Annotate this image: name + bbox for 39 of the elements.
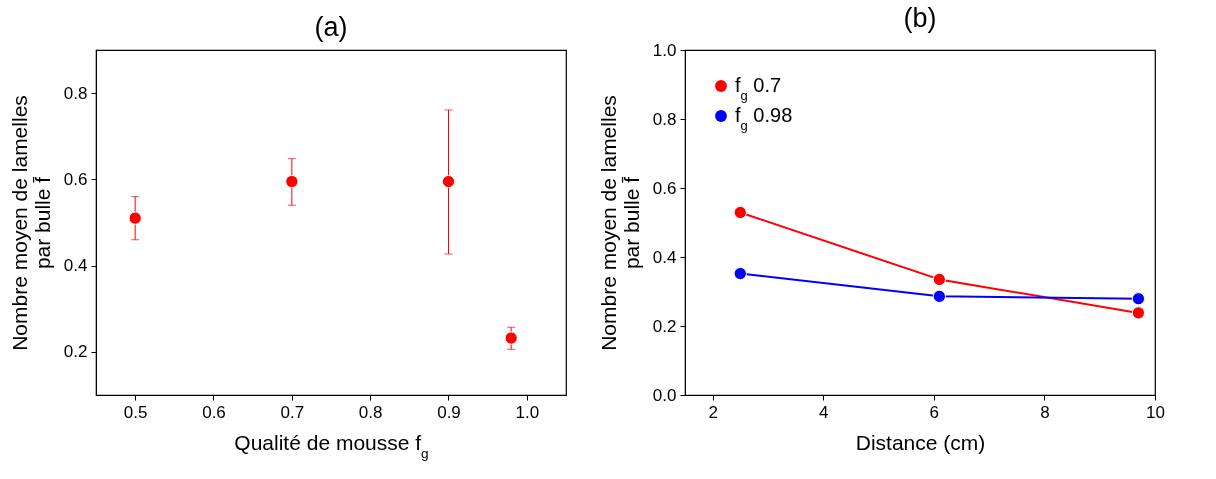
y-tick-label: 0.4 xyxy=(63,256,88,276)
point xyxy=(932,289,946,303)
point xyxy=(932,272,946,287)
y-axis-title: Nombre moyen de lamelles par bulle f̄ xyxy=(7,95,54,351)
y-tick-label: 1.0 xyxy=(652,40,677,60)
point xyxy=(441,174,456,189)
x-tick-label: 6 xyxy=(929,402,940,422)
y-tick-label: 0.0 xyxy=(652,385,677,405)
point xyxy=(733,266,747,281)
x-axis-title: Qualité de mousse f$_{g}$ xyxy=(234,430,429,460)
point xyxy=(504,331,518,345)
y-tick-label: 0.2 xyxy=(652,316,677,336)
x-axis-title: Distance (cm) xyxy=(855,430,986,454)
x-tick-label: 0.9 xyxy=(437,402,461,422)
x-tick-label: 0.5 xyxy=(123,402,148,422)
x-tick-label: 0.8 xyxy=(358,402,383,422)
chart-title: (b) xyxy=(903,3,937,33)
y-tick-label: 0.8 xyxy=(63,83,88,103)
point xyxy=(1131,306,1146,320)
y-tick-label: 0.8 xyxy=(652,109,677,129)
x-tick-label: 4 xyxy=(819,402,829,422)
point xyxy=(1131,292,1146,306)
x-tick-label: 10 xyxy=(1146,402,1165,422)
legend-label: f$_{g}$ 0.98 xyxy=(735,104,793,133)
x-tick-label: 1.0 xyxy=(515,402,540,422)
x-tick-label: 0.6 xyxy=(202,402,226,422)
x-tick-label: 2 xyxy=(708,402,718,422)
x-tick-label: 8 xyxy=(1040,402,1050,422)
point xyxy=(128,211,142,225)
y-tick-label: 0.6 xyxy=(652,178,677,198)
legend-label: f$_{g}$ 0.7 xyxy=(735,74,782,103)
y-tick-label: 0.4 xyxy=(652,247,677,267)
y-axis-title: Nombre moyen de lamelles par bulle f̄ xyxy=(596,95,643,351)
point xyxy=(733,205,747,220)
y-tick-label: 0.6 xyxy=(63,169,88,189)
x-tick-label: 0.7 xyxy=(280,402,305,422)
point xyxy=(285,174,299,189)
chart-title: (a) xyxy=(314,12,348,42)
y-tick-label: 0.2 xyxy=(63,342,88,362)
